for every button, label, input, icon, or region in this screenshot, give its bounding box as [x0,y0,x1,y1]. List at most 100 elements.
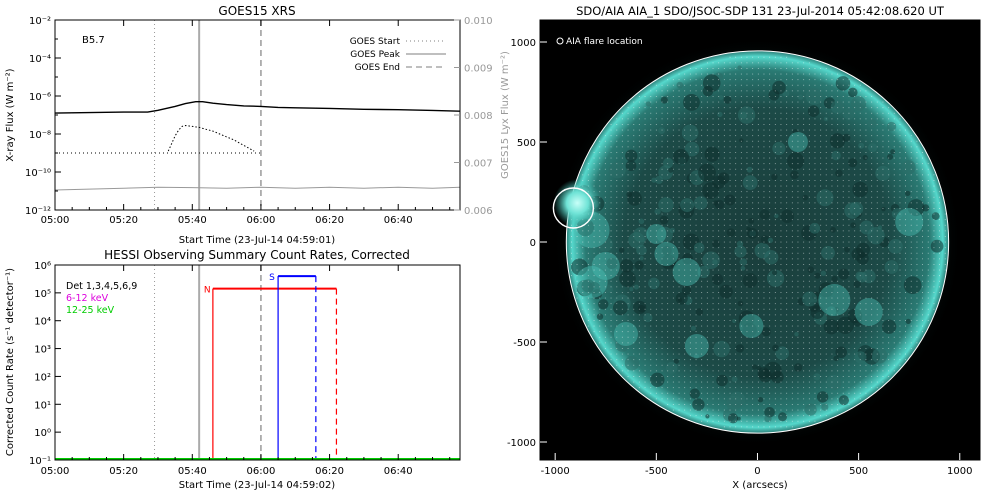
grid-dot [842,135,844,137]
grid-dot [803,208,805,209]
grid-dot [752,247,754,249]
grid-dot [706,174,708,176]
grid-dot [604,174,606,176]
grid-dot [944,258,946,260]
grid-dot [837,124,839,125]
grid-dot [571,264,572,265]
aia-ytick-label: -1000 [507,438,536,449]
grid-dot [899,292,901,293]
grid-dot [633,174,635,176]
grid-dot [729,84,731,86]
grid-dot [667,101,669,103]
grid-dot [922,213,923,215]
grid-dot [876,129,878,131]
solar-speckle [761,327,771,337]
grid-dot [910,292,912,293]
grid-dot [905,247,906,249]
grid-dot [638,336,640,338]
grid-dot [587,258,589,260]
grid-dot [837,118,839,120]
grid-dot [746,196,748,198]
grid-dot [769,241,771,243]
grid-dot [876,269,878,271]
grid-dot [786,241,788,243]
grid-dot [655,241,657,243]
grid-dot [576,280,578,282]
grid-dot [842,404,844,405]
grid-dot [774,420,776,422]
grid-dot [627,224,629,226]
grid-dot [922,219,923,221]
grid-dot [933,286,935,288]
grid-dot [621,275,623,277]
solar-speckle [694,354,699,359]
grid-dot [865,219,867,221]
grid-dot [842,359,844,361]
grid-dot [718,129,720,131]
grid-dot [729,286,731,288]
grid-dot [633,252,635,254]
grid-dot [814,308,816,310]
grid-dot [599,320,601,321]
grid-dot [820,297,822,299]
grid-dot [854,118,856,120]
grid-dot [842,370,844,372]
grid-dot [922,320,923,321]
grid-dot [774,90,776,92]
grid-dot [842,269,844,271]
grid-dot [780,79,782,81]
grid-dot [633,152,635,153]
grid-dot [791,62,793,64]
grid-dot [865,191,867,193]
grid-dot [593,168,595,170]
grid-dot [633,112,635,114]
grid-dot [899,129,901,131]
solar-speckle [627,191,642,206]
grid-dot [718,62,720,64]
grid-dot [684,73,686,75]
grid-dot [740,331,742,333]
grid-dot [842,101,844,103]
grid-dot [678,140,680,142]
grid-dot [933,180,935,181]
grid-dot [627,348,629,349]
grid-dot [684,370,686,372]
grid-dot [791,404,793,405]
grid-dot [808,124,810,125]
grid-dot [706,331,708,333]
grid-dot [871,236,873,237]
grid-dot [905,213,906,215]
grid-dot [825,79,827,81]
grid-dot [678,230,680,232]
grid-dot [842,236,844,237]
grid-dot [672,387,674,389]
grid-dot [786,376,788,377]
grid-dot [695,364,697,366]
grid-dot [655,280,657,282]
grid-dot [842,180,844,181]
grid-dot [729,420,731,422]
grid-dot [621,185,623,187]
grid-dot [871,264,873,265]
grid-dot [786,404,788,405]
grid-dot [893,208,895,209]
grid-dot [684,163,686,165]
grid-dot [638,129,640,131]
grid-dot [871,196,873,198]
grid-dot [757,84,759,86]
grid-dot [706,314,708,316]
grid-dot [661,325,663,327]
grid-dot [655,191,657,193]
grid-dot [797,269,799,271]
grid-dot [604,168,606,170]
grid-dot [848,308,850,310]
grid-dot [774,241,776,243]
grid-dot [791,90,793,92]
grid-dot [780,348,782,349]
grid-dot [689,96,691,97]
grid-dot [746,286,748,288]
grid-dot [621,191,623,193]
grid-dot [837,90,839,92]
grid-dot [825,68,827,69]
grid-dot [650,174,652,176]
